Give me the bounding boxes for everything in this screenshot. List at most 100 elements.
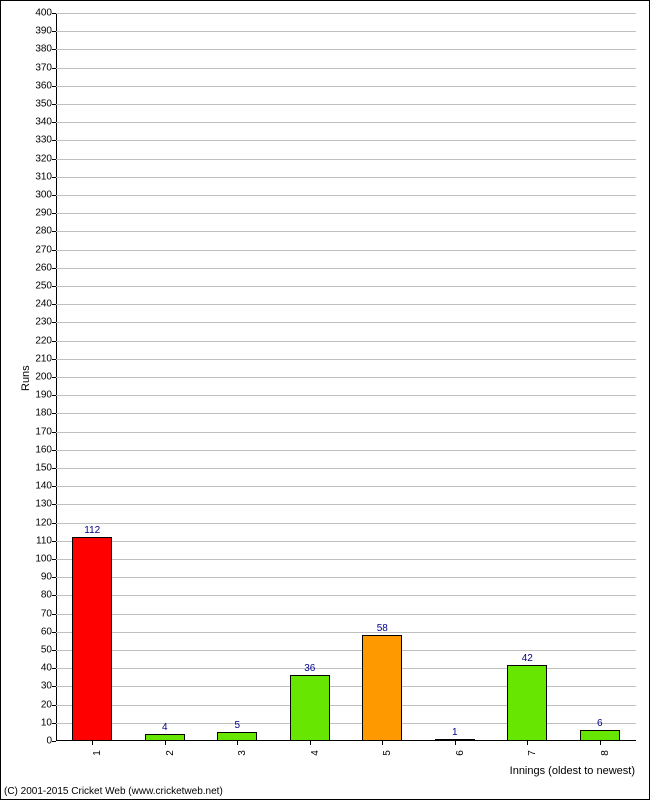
gridline xyxy=(56,286,636,287)
y-tick-label: 330 xyxy=(35,135,56,146)
y-tick-label: 30 xyxy=(41,681,56,692)
y-tick-label: 250 xyxy=(35,281,56,292)
y-tick-label: 320 xyxy=(35,153,56,164)
y-tick-label: 380 xyxy=(35,44,56,55)
bar-value-label: 4 xyxy=(146,722,184,733)
y-tick-label: 390 xyxy=(35,26,56,37)
x-tick-mark xyxy=(527,741,528,745)
gridline xyxy=(56,595,636,596)
y-tick-label: 350 xyxy=(35,99,56,110)
gridline xyxy=(56,468,636,469)
bar: 4 xyxy=(145,734,185,741)
y-tick-label: 190 xyxy=(35,390,56,401)
y-tick-label: 110 xyxy=(36,535,56,546)
bar: 5 xyxy=(217,732,257,741)
gridline xyxy=(56,122,636,123)
gridline xyxy=(56,486,636,487)
x-tick-label: 1 xyxy=(92,750,103,756)
gridline xyxy=(56,140,636,141)
gridline xyxy=(56,504,636,505)
x-tick-mark xyxy=(600,741,601,745)
gridline xyxy=(56,31,636,32)
y-tick-label: 240 xyxy=(35,299,56,310)
y-tick-label: 90 xyxy=(41,572,56,583)
y-tick-label: 300 xyxy=(35,190,56,201)
gridline xyxy=(56,68,636,69)
gridline xyxy=(56,177,636,178)
bar-value-label: 5 xyxy=(218,720,256,731)
y-tick-label: 120 xyxy=(35,517,56,528)
chart-frame: 0102030405060708090100110120130140150160… xyxy=(0,0,650,800)
gridline xyxy=(56,723,636,724)
gridline xyxy=(56,559,636,560)
gridline xyxy=(56,577,636,578)
gridline xyxy=(56,541,636,542)
y-tick-label: 130 xyxy=(35,499,56,510)
bar: 58 xyxy=(362,635,402,741)
x-tick-mark xyxy=(382,741,383,745)
x-axis-line xyxy=(56,740,636,741)
gridline xyxy=(56,377,636,378)
y-tick-label: 260 xyxy=(35,262,56,273)
gridline xyxy=(56,86,636,87)
y-tick-label: 170 xyxy=(35,426,56,437)
y-axis-title: Runs xyxy=(20,365,32,391)
gridline xyxy=(56,632,636,633)
y-tick-label: 290 xyxy=(35,208,56,219)
y-tick-label: 10 xyxy=(41,717,56,728)
gridline xyxy=(56,250,636,251)
gridline xyxy=(56,268,636,269)
y-tick-label: 70 xyxy=(41,608,56,619)
bar: 42 xyxy=(507,665,547,741)
bar-value-label: 36 xyxy=(291,663,329,674)
y-tick-label: 100 xyxy=(35,554,56,565)
bar: 112 xyxy=(72,537,112,741)
gridline xyxy=(56,322,636,323)
x-tick-label: 7 xyxy=(527,750,538,756)
gridline xyxy=(56,686,636,687)
plot-area: 0102030405060708090100110120130140150160… xyxy=(56,13,636,741)
bar: 36 xyxy=(290,675,330,741)
gridline xyxy=(56,304,636,305)
x-tick-mark xyxy=(455,741,456,745)
gridline xyxy=(56,668,636,669)
y-tick-label: 280 xyxy=(35,226,56,237)
gridline xyxy=(56,104,636,105)
gridline xyxy=(56,13,636,14)
gridline xyxy=(56,213,636,214)
x-tick-mark xyxy=(310,741,311,745)
y-tick-label: 210 xyxy=(35,353,56,364)
gridline xyxy=(56,523,636,524)
x-tick-mark xyxy=(165,741,166,745)
bar-value-label: 6 xyxy=(581,718,619,729)
x-tick-mark xyxy=(92,741,93,745)
x-axis-title: Innings (oldest to newest) xyxy=(510,765,635,777)
y-tick-label: 20 xyxy=(41,699,56,710)
gridline xyxy=(56,614,636,615)
gridline xyxy=(56,650,636,651)
y-tick-label: 140 xyxy=(35,481,56,492)
y-tick-label: 60 xyxy=(41,626,56,637)
y-tick-label: 400 xyxy=(35,8,56,19)
y-tick-label: 310 xyxy=(35,171,56,182)
bar-value-label: 58 xyxy=(363,623,401,634)
gridline xyxy=(56,450,636,451)
copyright-text: (C) 2001-2015 Cricket Web (www.cricketwe… xyxy=(4,786,223,797)
y-tick-label: 0 xyxy=(46,736,56,747)
gridline xyxy=(56,231,636,232)
y-tick-label: 360 xyxy=(35,80,56,91)
x-tick-label: 5 xyxy=(382,750,393,756)
gridline xyxy=(56,413,636,414)
gridline xyxy=(56,49,636,50)
y-tick-label: 80 xyxy=(41,590,56,601)
y-tick-label: 160 xyxy=(35,444,56,455)
y-tick-label: 340 xyxy=(35,117,56,128)
x-tick-label: 2 xyxy=(165,750,176,756)
x-tick-label: 6 xyxy=(455,750,466,756)
y-tick-label: 180 xyxy=(35,408,56,419)
y-tick-label: 270 xyxy=(35,244,56,255)
y-tick-label: 220 xyxy=(35,335,56,346)
bar-value-label: 42 xyxy=(508,653,546,664)
y-tick-label: 370 xyxy=(35,62,56,73)
bar-value-label: 1 xyxy=(436,727,474,738)
